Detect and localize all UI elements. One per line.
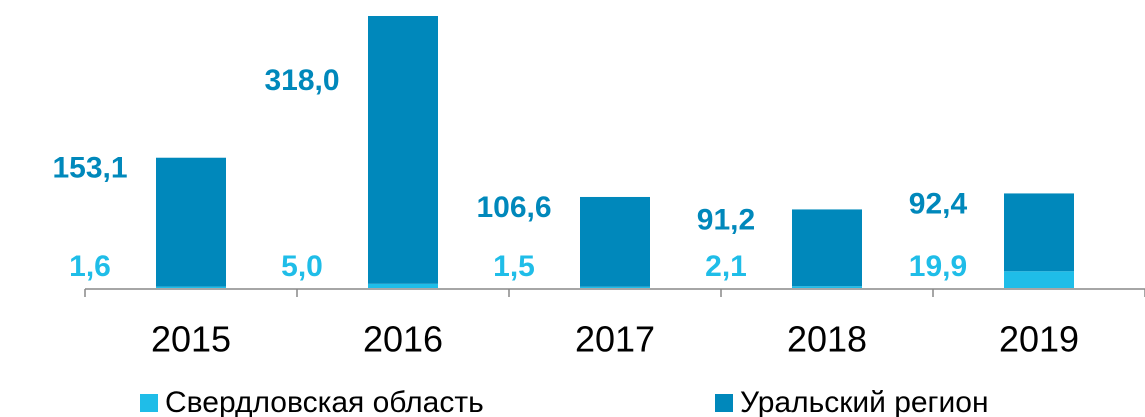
value-label: 2,1 — [705, 250, 747, 283]
x-tick-label: 2019 — [999, 319, 1079, 360]
value-label: 91,2 — [697, 203, 755, 236]
bar — [580, 196, 650, 287]
bar — [368, 283, 438, 288]
value-label: 19,9 — [909, 250, 967, 283]
x-tick-label: 2018 — [787, 319, 867, 360]
value-label: 92,4 — [909, 187, 968, 220]
x-tick-label: 2015 — [151, 319, 231, 360]
x-tick-label: 2017 — [575, 319, 655, 360]
bar — [156, 157, 226, 287]
bar — [792, 209, 862, 287]
value-label: 106,6 — [476, 191, 551, 224]
value-label: 1,6 — [69, 250, 111, 283]
legend-label: Свердловская область — [165, 386, 484, 417]
x-tick-label: 2016 — [363, 319, 443, 360]
bar — [1004, 271, 1074, 288]
bar — [580, 286, 650, 288]
legend-swatch — [140, 394, 158, 412]
bar — [156, 286, 226, 288]
value-label: 153,1 — [52, 152, 127, 185]
legend-swatch — [715, 394, 733, 412]
bar — [1004, 193, 1074, 272]
value-label: 1,5 — [493, 250, 535, 283]
value-label: 5,0 — [281, 250, 323, 283]
value-label: 318,0 — [264, 64, 339, 97]
legend-label: Уральский регион — [740, 386, 989, 417]
bar — [368, 16, 438, 284]
bar — [792, 286, 862, 288]
